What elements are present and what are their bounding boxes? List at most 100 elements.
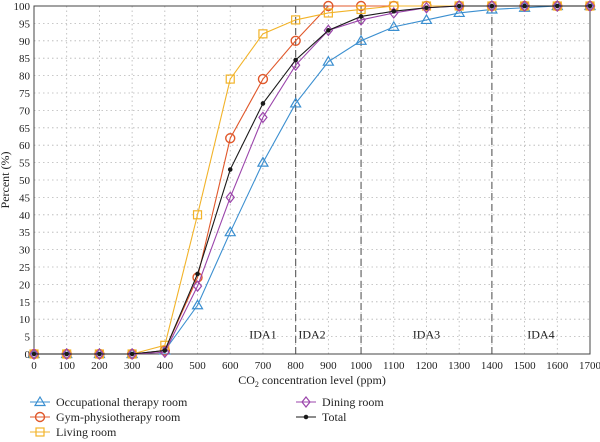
y-tick-label: 95 [19, 18, 31, 30]
legend-label: Gym-physiotherapy room [56, 410, 181, 424]
grid [34, 6, 590, 354]
data-point-dot [587, 3, 593, 9]
data-point-dot [293, 57, 298, 63]
x-tick-label: 1700 [579, 360, 600, 372]
data-point-dot [64, 351, 70, 357]
x-tick-label: 1400 [481, 360, 504, 372]
legend-item: Total [296, 410, 347, 424]
series-3 [29, 0, 595, 360]
series-4 [31, 3, 593, 357]
y-tick-label: 45 [19, 192, 31, 204]
data-point-dot [326, 28, 331, 33]
x-tick-label: 700 [255, 360, 272, 372]
legend-item: Occupational therapy room [30, 395, 188, 409]
x-tick-label: 1200 [415, 360, 438, 372]
data-point-triangle [191, 299, 204, 310]
data-point-diamond [552, 0, 563, 12]
data-point-triangle [289, 97, 302, 108]
data-point-triangle [256, 156, 269, 167]
data-point-square [35, 427, 45, 437]
y-tick-label: 5 [25, 332, 31, 344]
y-tick-label: 35 [19, 227, 31, 239]
x-tick-label: 500 [189, 360, 206, 372]
data-point-dot [303, 414, 309, 420]
x-tick-label: 100 [58, 360, 75, 372]
data-point-circle [257, 73, 269, 85]
region-label: IDA1 [249, 327, 276, 341]
legend-label: Living room [56, 425, 117, 439]
legend-item: Gym-physiotherapy room [30, 410, 181, 424]
x-axis-label-subscript: 2 [255, 380, 259, 389]
data-point-triangle [322, 55, 335, 66]
region-label: IDA3 [413, 327, 440, 341]
data-point-dot [31, 351, 37, 357]
data-point-diamond [192, 280, 203, 293]
data-point-square [291, 15, 301, 25]
y-axis-label: Percent (%) [0, 152, 12, 209]
data-point-diamond [61, 348, 72, 360]
legend-item: Dining room [296, 395, 384, 409]
x-tick-label: 1500 [514, 360, 537, 372]
region-label: IDA4 [527, 327, 554, 341]
legend-label: Occupational therapy room [56, 395, 188, 409]
x-axis-label-prefix: CO [238, 373, 255, 387]
data-point-diamond [487, 0, 497, 12]
y-tick-label: 75 [19, 88, 31, 100]
data-point-diamond [454, 0, 464, 12]
region-labels: IDA1 IDA2 IDA3 IDA4 [249, 327, 554, 341]
data-point-diamond [127, 348, 137, 360]
data-point-diamond [421, 1, 432, 14]
legend-item: Living room [30, 425, 117, 439]
data-point-square [258, 29, 268, 39]
data-point-diamond [356, 13, 366, 26]
data-point-dot [424, 5, 429, 11]
data-point-circle [290, 35, 301, 46]
data-point-triangle [224, 226, 237, 237]
y-tick-label: 70 [19, 105, 31, 117]
y-tick-label: 25 [19, 262, 31, 274]
data-point-triangle [453, 6, 466, 18]
y-tick-label: 20 [19, 279, 31, 291]
y-tick-label: 60 [19, 140, 31, 152]
series-0 [27, 0, 597, 359]
data-point-diamond [301, 396, 311, 408]
data-point-diamond [258, 111, 268, 124]
x-tick-label: 800 [287, 360, 304, 372]
data-point-dot [97, 351, 102, 357]
data-point-dot [391, 8, 397, 14]
x-tick-label: 1000 [350, 360, 373, 372]
data-point-square [192, 210, 203, 220]
legend-label: Total [322, 410, 347, 424]
data-point-diamond [519, 0, 530, 12]
x-tick-label: 0 [31, 360, 37, 372]
data-point-diamond [585, 0, 595, 12]
y-tick-labels: 0 5 10 15 20 25 30 35 40 45 50 55 60 65 70 75 80 85 90 95 10… [14, 1, 31, 361]
data-point-diamond [29, 348, 39, 360]
series-group [27, 0, 597, 360]
y-tick-label: 85 [19, 53, 31, 65]
plot-frame [33, 5, 591, 355]
data-point-dot [554, 3, 560, 9]
y-tick-label: 50 [19, 175, 31, 187]
data-point-triangle [420, 13, 433, 25]
x-axis-label: CO2 concentration level (ppm) [238, 373, 386, 389]
legend: Occupational therapy roomGym-physiothera… [30, 395, 384, 439]
x-tick-labels: 0 100 200 300 400 500 600 700 800 900 1000 1100 1200… [31, 360, 600, 372]
x-tick-label: 600 [222, 360, 239, 372]
data-point-dot [129, 351, 135, 357]
data-point-triangle [387, 20, 400, 31]
series-1 [28, 0, 596, 360]
series-2 [29, 1, 595, 359]
y-tick-label: 65 [19, 123, 31, 135]
x-tick-label: 1600 [546, 360, 569, 372]
legend-label: Dining room [322, 395, 384, 409]
x-tick-label: 1100 [383, 360, 405, 372]
data-point-diamond [225, 191, 236, 204]
data-point-dot [260, 101, 266, 106]
data-point-circle [34, 411, 46, 423]
x-tick-label: 900 [320, 360, 337, 372]
y-tick-label: 100 [14, 1, 31, 13]
region-boundaries [295, 6, 493, 354]
data-point-dot [489, 3, 495, 9]
series-line [34, 5, 590, 355]
